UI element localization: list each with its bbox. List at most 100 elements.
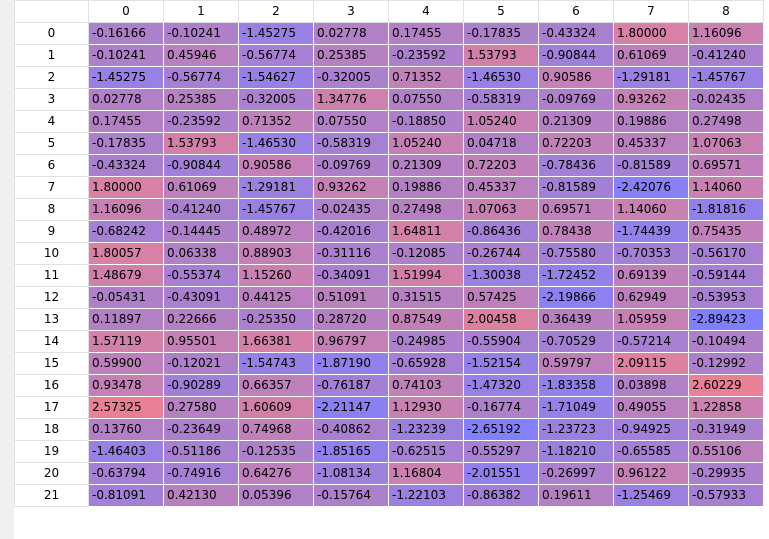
table-cell[interactable]: 0.90586 (538, 66, 614, 89)
column-header[interactable]: 6 (538, 0, 614, 23)
table-cell[interactable]: -0.05431 (88, 286, 164, 309)
table-cell[interactable]: -0.34091 (313, 264, 389, 287)
table-cell[interactable]: 0.27498 (688, 110, 764, 133)
table-cell[interactable]: -1.23723 (538, 418, 614, 441)
table-cell[interactable]: -1.45767 (238, 198, 314, 221)
table-cell[interactable]: -1.54743 (238, 352, 314, 375)
table-cell[interactable]: -1.30038 (463, 264, 539, 287)
table-cell[interactable]: -0.10241 (163, 22, 239, 45)
row-header[interactable]: 15 (14, 352, 89, 375)
table-cell[interactable]: 1.51994 (388, 264, 464, 287)
table-cell[interactable]: 0.55106 (688, 440, 764, 463)
table-cell[interactable]: 2.60229 (688, 374, 764, 397)
table-cell[interactable]: -0.56774 (238, 44, 314, 67)
table-cell[interactable]: -2.19866 (538, 286, 614, 309)
table-cell[interactable]: -2.01551 (463, 462, 539, 485)
table-cell[interactable]: 0.45337 (613, 132, 689, 155)
row-header[interactable]: 3 (14, 88, 89, 111)
table-cell[interactable]: 1.53793 (163, 132, 239, 155)
table-cell[interactable]: 0.51091 (313, 286, 389, 309)
table-cell[interactable]: 1.57119 (88, 330, 164, 353)
table-cell[interactable]: -0.75580 (538, 242, 614, 265)
table-cell[interactable]: 1.53793 (463, 44, 539, 67)
table-cell[interactable]: 1.80000 (88, 176, 164, 199)
table-cell[interactable]: 0.22666 (163, 308, 239, 331)
table-cell[interactable]: -0.55297 (463, 440, 539, 463)
table-cell[interactable]: -0.17835 (463, 22, 539, 45)
table-cell[interactable]: -0.26744 (463, 242, 539, 265)
table-cell[interactable]: 0.45337 (463, 176, 539, 199)
table-cell[interactable]: -0.68242 (88, 220, 164, 243)
row-header[interactable]: 20 (14, 462, 89, 485)
table-cell[interactable]: 1.07063 (688, 132, 764, 155)
table-cell[interactable]: 0.04718 (463, 132, 539, 155)
table-cell[interactable]: 0.02778 (88, 88, 164, 111)
table-cell[interactable]: -0.74916 (163, 462, 239, 485)
table-cell[interactable]: -0.43324 (88, 154, 164, 177)
table-cell[interactable]: -0.43091 (163, 286, 239, 309)
row-header[interactable]: 2 (14, 66, 89, 89)
table-cell[interactable]: -1.83358 (538, 374, 614, 397)
row-header[interactable]: 6 (14, 154, 89, 177)
table-cell[interactable]: -1.46403 (88, 440, 164, 463)
table-cell[interactable]: 0.59900 (88, 352, 164, 375)
column-header[interactable]: 2 (238, 0, 314, 23)
table-cell[interactable]: 1.80057 (88, 242, 164, 265)
table-cell[interactable]: -0.53953 (688, 286, 764, 309)
table-cell[interactable]: -1.54627 (238, 66, 314, 89)
table-cell[interactable]: -1.29181 (613, 66, 689, 89)
table-cell[interactable]: 0.49055 (613, 396, 689, 419)
table-cell[interactable]: 0.96797 (313, 330, 389, 353)
table-cell[interactable]: -0.56170 (688, 242, 764, 265)
table-cell[interactable]: 0.27580 (163, 396, 239, 419)
table-cell[interactable]: -1.74439 (613, 220, 689, 243)
table-cell[interactable]: 0.07550 (313, 110, 389, 133)
table-cell[interactable]: 1.16096 (688, 22, 764, 45)
table-cell[interactable]: -0.81589 (538, 176, 614, 199)
table-cell[interactable]: -0.09769 (538, 88, 614, 111)
table-cell[interactable]: 0.61069 (613, 44, 689, 67)
table-cell[interactable]: 2.00458 (463, 308, 539, 331)
table-cell[interactable]: -1.85165 (313, 440, 389, 463)
column-header[interactable]: 7 (613, 0, 689, 23)
table-cell[interactable]: 1.05240 (388, 132, 464, 155)
table-cell[interactable]: 0.31515 (388, 286, 464, 309)
table-cell[interactable]: -0.65928 (388, 352, 464, 375)
row-header[interactable]: 16 (14, 374, 89, 397)
table-cell[interactable]: -0.86382 (463, 484, 539, 507)
table-cell[interactable]: -1.47320 (463, 374, 539, 397)
table-cell[interactable]: -0.16774 (463, 396, 539, 419)
table-cell[interactable]: 1.60609 (238, 396, 314, 419)
column-header[interactable]: 0 (88, 0, 164, 23)
table-cell[interactable]: -0.55904 (463, 330, 539, 353)
row-header[interactable]: 10 (14, 242, 89, 265)
table-cell[interactable]: 0.28720 (313, 308, 389, 331)
row-header[interactable]: 8 (14, 198, 89, 221)
table-cell[interactable]: 0.87549 (388, 308, 464, 331)
table-cell[interactable]: -0.43324 (538, 22, 614, 45)
table-cell[interactable]: 0.45946 (163, 44, 239, 67)
table-cell[interactable]: 0.69571 (538, 198, 614, 221)
table-cell[interactable]: -2.89423 (688, 308, 764, 331)
table-cell[interactable]: 0.61069 (163, 176, 239, 199)
table-cell[interactable]: -0.58319 (313, 132, 389, 155)
table-cell[interactable]: -0.94925 (613, 418, 689, 441)
table-cell[interactable]: -0.24985 (388, 330, 464, 353)
table-cell[interactable]: 0.95501 (163, 330, 239, 353)
table-cell[interactable]: 0.57425 (463, 286, 539, 309)
table-cell[interactable]: -1.87190 (313, 352, 389, 375)
table-cell[interactable]: -0.55374 (163, 264, 239, 287)
column-header[interactable]: 8 (688, 0, 764, 23)
table-cell[interactable]: -0.42016 (313, 220, 389, 243)
table-cell[interactable]: 0.62949 (613, 286, 689, 309)
table-cell[interactable]: 1.66381 (238, 330, 314, 353)
table-cell[interactable]: -0.16166 (88, 22, 164, 45)
table-cell[interactable]: 0.69139 (613, 264, 689, 287)
table-cell[interactable]: 0.27498 (388, 198, 464, 221)
table-cell[interactable]: -0.81091 (88, 484, 164, 507)
table-cell[interactable]: 1.05959 (613, 308, 689, 331)
table-cell[interactable]: -0.40862 (313, 418, 389, 441)
table-cell[interactable]: -0.12021 (163, 352, 239, 375)
